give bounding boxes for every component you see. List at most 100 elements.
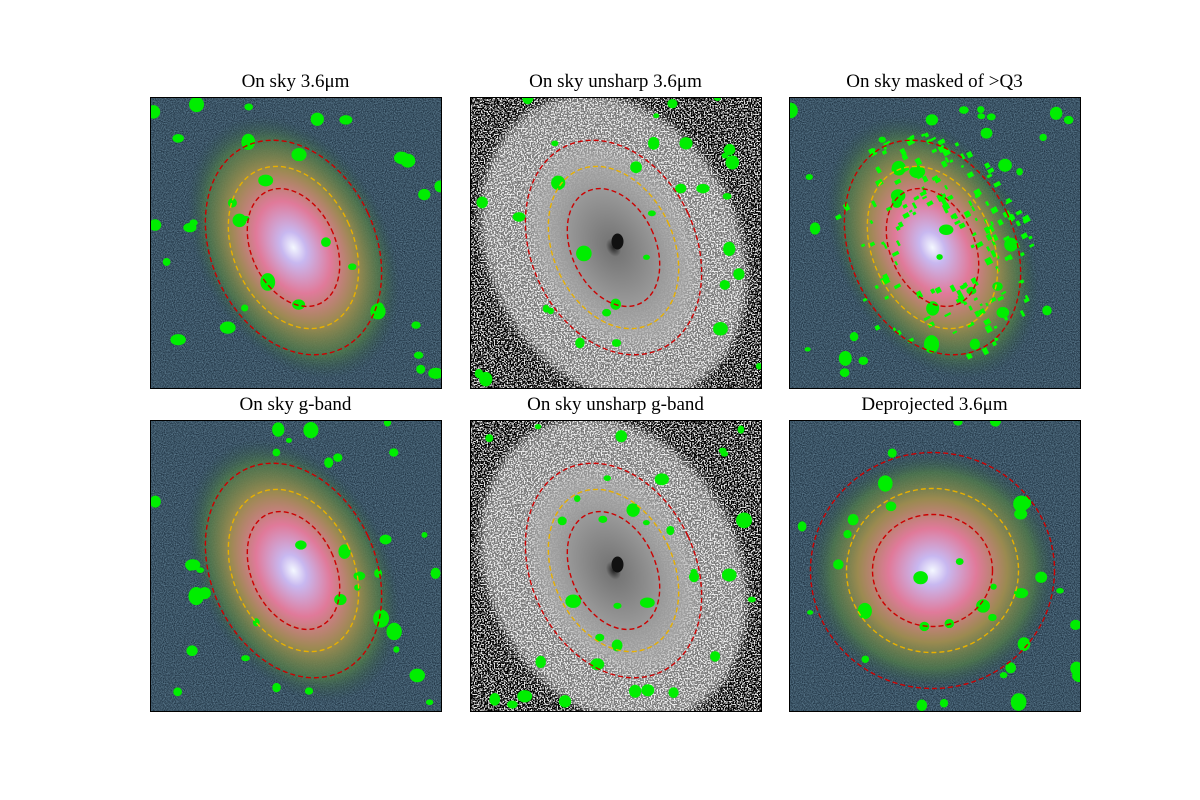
panel-frame: [150, 97, 442, 389]
star-mask: [724, 143, 736, 156]
mask-pixel: [880, 241, 885, 245]
mask-pixel: [834, 213, 842, 221]
star-mask: [348, 263, 357, 271]
star-mask: [291, 148, 307, 162]
star-mask: [797, 521, 807, 532]
mask-pixel: [920, 133, 925, 138]
mask-pixel: [984, 162, 991, 169]
panel-title: On sky masked of >Q3: [846, 71, 1022, 92]
star-mask: [986, 113, 996, 121]
star-mask: [755, 362, 761, 370]
star-mask: [595, 633, 605, 642]
panel-image: [150, 97, 441, 388]
mask-pixel: [974, 217, 978, 222]
mask-pixel: [923, 315, 931, 322]
mask-pixel: [943, 203, 948, 207]
mask-pixel: [985, 200, 990, 207]
star-mask: [598, 515, 608, 523]
mask-pixel: [1028, 235, 1033, 240]
mask-pixel: [881, 149, 888, 156]
star-mask: [339, 115, 353, 125]
star-mask: [1010, 693, 1027, 711]
star-mask: [843, 530, 852, 539]
mask-pixel: [966, 171, 975, 179]
mask-pixel: [971, 231, 977, 237]
star-mask: [353, 571, 366, 581]
mask-pixel: [954, 141, 960, 147]
panel-frame: [150, 420, 442, 712]
galaxy-core: [519, 457, 708, 684]
mask-pixel: [979, 303, 983, 307]
star-mask: [374, 302, 384, 313]
star-mask: [641, 684, 655, 697]
mask-pixel: [1023, 297, 1030, 304]
star-mask: [186, 645, 198, 657]
star-mask: [959, 106, 969, 114]
mask-pixel: [869, 241, 876, 247]
mask-pixel: [929, 136, 937, 142]
star-mask: [1013, 495, 1029, 513]
star-mask: [615, 430, 628, 443]
mask-pixel: [871, 200, 878, 208]
star-mask: [272, 448, 281, 457]
mask-pixel: [987, 167, 995, 174]
mask-pixel: [1003, 235, 1010, 241]
star-mask: [354, 584, 361, 591]
mask-pixel: [975, 241, 984, 249]
mask-pixel: [930, 288, 936, 295]
isophote-ellipse: [871, 513, 994, 628]
star-mask: [517, 690, 533, 703]
star-mask: [421, 532, 428, 538]
mask-pixel: [915, 290, 924, 299]
galaxy: [186, 116, 401, 379]
star-mask: [953, 420, 963, 426]
mask-pixel: [905, 137, 916, 147]
star-mask: [969, 338, 981, 350]
star-mask: [334, 593, 347, 606]
isophote-ellipse: [246, 510, 341, 631]
mask-pixel: [991, 341, 998, 347]
isophote-ellipse: [204, 462, 383, 679]
mask-pixel: [893, 283, 902, 290]
mask-pixel: [896, 329, 902, 336]
star-mask: [507, 700, 518, 709]
star-mask: [613, 602, 622, 609]
mask-pixel: [1015, 209, 1023, 216]
star-mask: [913, 571, 928, 585]
star-mask: [285, 437, 292, 443]
mask-pixel: [1020, 232, 1029, 240]
mask-pixel: [926, 200, 934, 207]
star-mask: [1070, 619, 1080, 630]
mask-pixel: [973, 297, 979, 301]
mask-pixel: [862, 297, 868, 302]
star-mask: [590, 658, 605, 671]
star-mask: [575, 337, 585, 349]
mask-pixel: [990, 220, 995, 226]
star-mask: [150, 219, 162, 231]
star-mask: [720, 451, 729, 457]
mask-pixel: [875, 166, 882, 174]
star-mask: [227, 198, 237, 208]
star-mask: [1049, 106, 1063, 120]
mask-pixel: [882, 242, 888, 250]
star-mask: [611, 339, 622, 347]
star-mask: [241, 655, 250, 662]
star-mask: [648, 136, 660, 150]
mask-pixel: [895, 240, 901, 247]
star-mask: [643, 254, 650, 260]
star-mask: [551, 175, 566, 191]
mask-pixel: [984, 256, 994, 266]
mask-pixel: [874, 324, 881, 331]
star-mask: [747, 596, 756, 603]
star-mask: [324, 457, 334, 468]
star-mask: [647, 210, 656, 217]
isophote-ellipse: [227, 165, 360, 330]
star-mask: [333, 453, 343, 462]
panel-image: [150, 420, 441, 711]
mask-pixel: [931, 175, 939, 181]
star-mask: [260, 273, 276, 291]
mask-pixel: [1029, 243, 1035, 248]
star-mask: [833, 559, 844, 570]
mask-pixel: [963, 210, 972, 219]
isophote-ellipse: [843, 139, 1022, 356]
